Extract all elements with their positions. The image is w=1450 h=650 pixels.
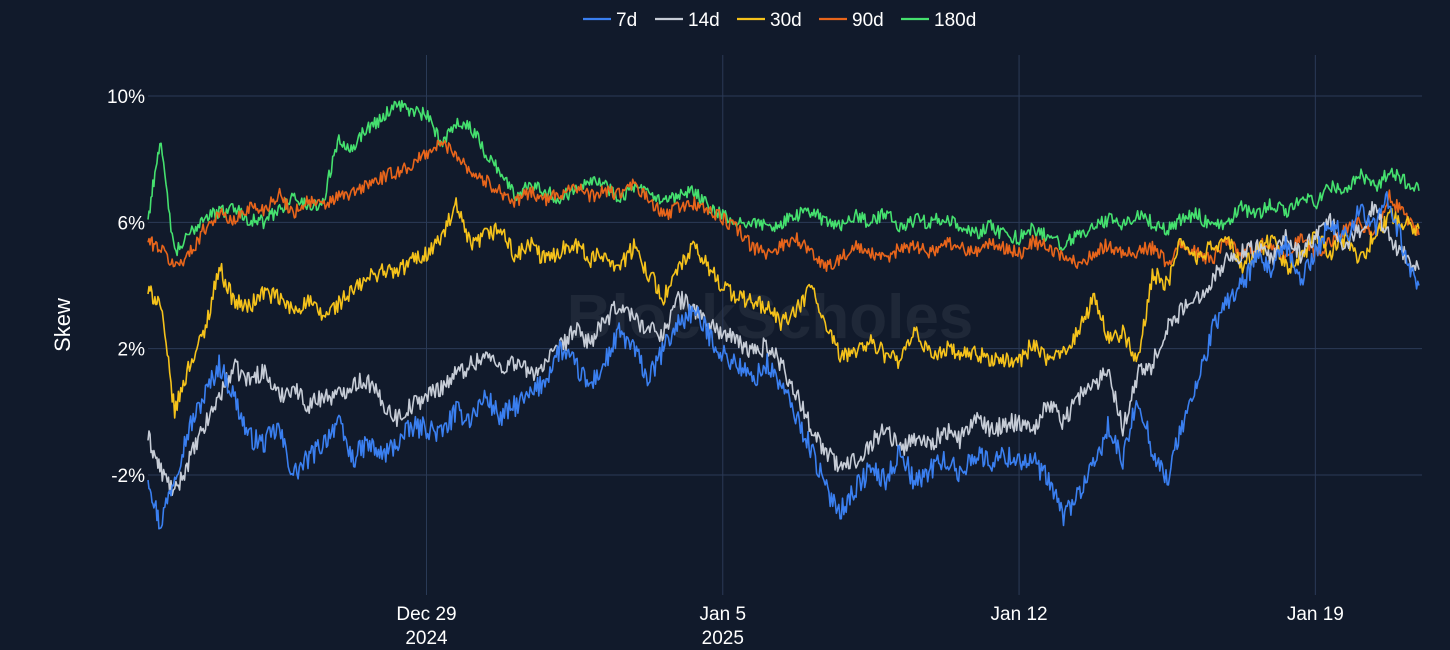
legend-item-90d[interactable]: 90d <box>819 10 884 31</box>
x-axis-ticks: Dec 29 2024 Jan 5 2025 Jan 12 Jan 19 <box>396 604 1343 649</box>
x-tick-label: Jan 5 <box>700 604 746 625</box>
y-axis-ticks: 10% 6% 2% -2% <box>107 87 145 487</box>
x-tick-label: Jan 12 <box>991 604 1048 625</box>
legend-label: 30d <box>770 10 802 31</box>
legend-item-30d[interactable]: 30d <box>737 10 802 31</box>
series-line-180d <box>147 99 1420 257</box>
series-line-30d <box>147 197 1420 419</box>
y-tick-label: 2% <box>118 340 146 361</box>
x-tick-label: Dec 29 <box>396 604 456 625</box>
x-tick-sublabel: 2024 <box>405 628 448 649</box>
x-tick-sublabel: 2025 <box>702 628 744 649</box>
series-layer <box>147 99 1420 530</box>
legend[interactable]: 7d 14d 30d 90d 180d <box>583 10 976 31</box>
x-tick-label: Jan 19 <box>1287 604 1344 625</box>
watermark: BlockScholes <box>567 283 974 352</box>
legend-label: 7d <box>616 10 637 31</box>
y-tick-label: 10% <box>107 87 145 108</box>
y-tick-label: -2% <box>111 466 145 487</box>
y-tick-label: 6% <box>118 213 146 234</box>
series-line-14d <box>147 201 1420 496</box>
legend-label: 14d <box>688 10 720 31</box>
legend-item-14d[interactable]: 14d <box>655 10 720 31</box>
legend-label: 90d <box>852 10 884 31</box>
grid <box>148 55 1422 595</box>
series-line-7d <box>147 191 1420 530</box>
legend-label: 180d <box>934 10 976 31</box>
series-line-90d <box>147 139 1420 272</box>
legend-item-7d[interactable]: 7d <box>583 10 637 31</box>
legend-item-180d[interactable]: 180d <box>901 10 976 31</box>
y-axis-title: Skew <box>50 298 75 352</box>
